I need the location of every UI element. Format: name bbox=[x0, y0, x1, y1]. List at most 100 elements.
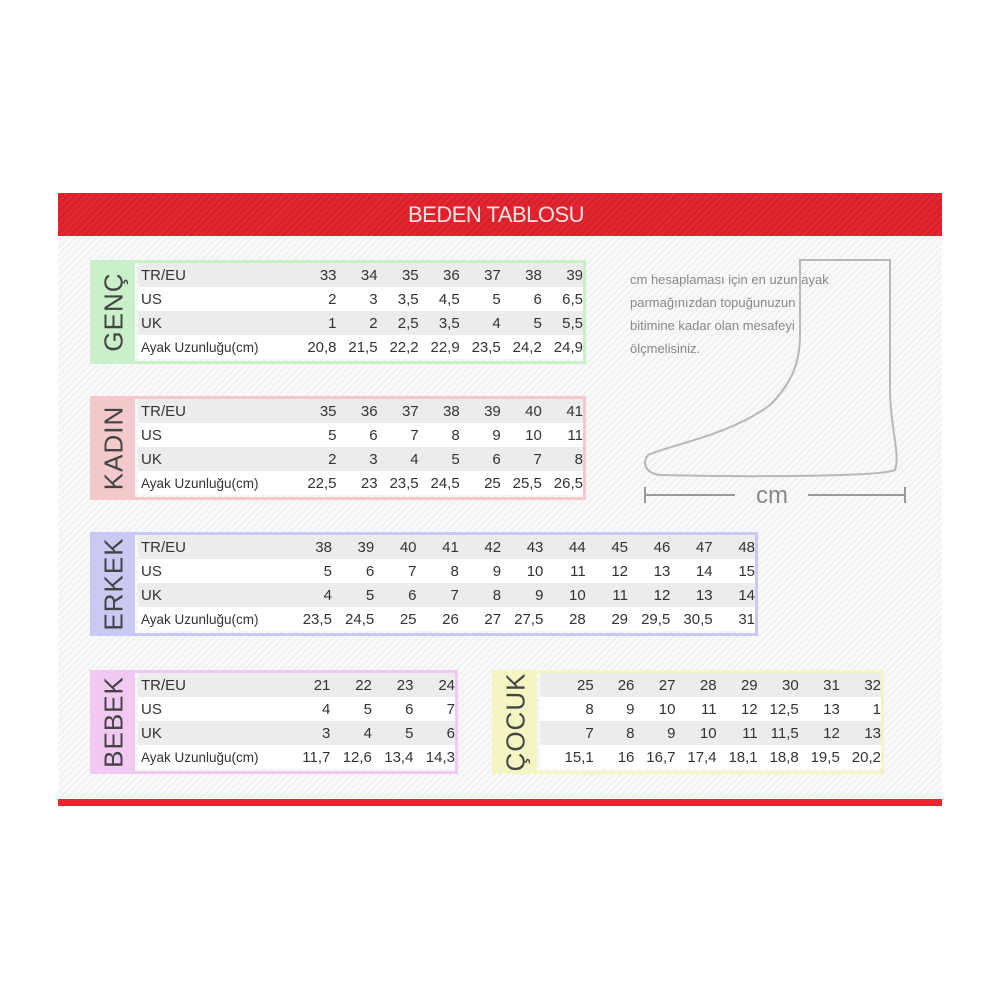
size-table-erkek: ERKEK TR/EU 38 39 40 41 42 43 44 45 46 47 48 US 5 6 7 8 9 1… bbox=[90, 532, 758, 636]
size-cell: 42 bbox=[484, 538, 502, 556]
size-cell: 11,7 bbox=[302, 748, 331, 766]
row-label: UK bbox=[141, 314, 162, 332]
size-cell: 23 bbox=[396, 676, 414, 694]
footer-bar bbox=[58, 799, 942, 806]
table-category-label: ÇOCUK bbox=[500, 672, 531, 772]
size-cell: 28 bbox=[699, 676, 717, 694]
size-cell: 7 bbox=[450, 586, 459, 604]
size-cell: 13 bbox=[864, 724, 881, 742]
size-cell: 23 bbox=[360, 474, 378, 492]
size-cell: 1 bbox=[328, 314, 337, 332]
row-label: US bbox=[141, 290, 162, 308]
table-row: TR/EU 33 34 35 36 37 38 39 bbox=[138, 263, 583, 287]
table-row: 25 26 27 28 29 30 31 32 bbox=[540, 673, 881, 697]
size-cell: 4 bbox=[322, 700, 331, 718]
size-cell: 5 bbox=[492, 290, 501, 308]
size-cell: 13 bbox=[653, 562, 671, 580]
size-cell: 11 bbox=[567, 426, 583, 444]
measurement-note: cm hesaplaması için en uzun ayak parmağı… bbox=[630, 272, 829, 356]
size-cell: 25 bbox=[484, 474, 501, 492]
size-cell: 7 bbox=[408, 562, 417, 580]
size-cell: 4 bbox=[363, 724, 372, 742]
size-cell: 18,8 bbox=[769, 748, 799, 766]
size-cell: 27,5 bbox=[514, 610, 544, 628]
size-grid: TR/EU 21 22 23 24 US 4 5 6 7 UK 3 4 5 6 Ayak Uzunluğu(c… bbox=[138, 673, 455, 769]
size-cell: 11,5 bbox=[770, 724, 799, 742]
size-cell: 20,2 bbox=[851, 748, 881, 766]
size-cell: 14,3 bbox=[425, 748, 455, 766]
size-cell: 1 bbox=[872, 700, 881, 718]
size-cell: 20,8 bbox=[307, 338, 337, 356]
size-cell: 22,2 bbox=[389, 338, 419, 356]
row-label: UK bbox=[141, 586, 162, 604]
size-cell: 17,4 bbox=[687, 748, 717, 766]
table-row: US 2 3 3,5 4,5 5 6 6,5 bbox=[138, 287, 583, 311]
size-cell: 5 bbox=[533, 314, 542, 332]
size-cell: 24,2 bbox=[512, 338, 542, 356]
table-row: TR/EU 35 36 37 38 39 40 41 bbox=[138, 399, 583, 423]
row-label: Ayak Uzunluğu(cm) bbox=[141, 475, 259, 491]
size-cell: 22,9 bbox=[430, 338, 460, 356]
table-category-label: KADIN bbox=[98, 405, 129, 491]
size-cell: 5 bbox=[323, 562, 332, 580]
size-cell: 25 bbox=[399, 610, 417, 628]
row-label: TR/EU bbox=[141, 676, 186, 694]
row-label bbox=[540, 721, 553, 745]
table-row: 15,1 16 16,7 17,4 18,1 18,8 19,5 20,2 bbox=[540, 745, 881, 769]
foot-measure-icon: cm bbox=[644, 259, 906, 509]
size-cell: 25,5 bbox=[512, 474, 542, 492]
row-label: US bbox=[141, 426, 162, 444]
size-cell: 47 bbox=[695, 538, 713, 556]
size-cell: 29 bbox=[740, 676, 758, 694]
size-cell: 2 bbox=[328, 290, 337, 308]
size-cell: 7 bbox=[446, 700, 455, 718]
size-cell: 21,5 bbox=[348, 338, 378, 356]
size-cell: 26 bbox=[442, 610, 459, 628]
size-cell: 12,6 bbox=[342, 748, 372, 766]
size-cell: 12,5 bbox=[769, 700, 799, 718]
size-cell: 19,5 bbox=[810, 748, 840, 766]
size-cell: 11 bbox=[570, 562, 586, 580]
size-cell: 5 bbox=[328, 426, 337, 444]
size-table-bebek: BEBEK TR/EU 21 22 23 24 US 4 5 6 7 UK 3 4 5 6 Ayak Uzunl… bbox=[90, 670, 458, 774]
size-cell: 13,4 bbox=[384, 748, 414, 766]
size-cell: 26 bbox=[617, 676, 635, 694]
size-cell: 5,5 bbox=[562, 314, 583, 332]
size-grid: 25 26 27 28 29 30 31 32 8 9 10 11 12 12,5 13 1 7 8 9 10 11 11… bbox=[540, 673, 881, 769]
row-label: Ayak Uzunluğu(cm) bbox=[141, 611, 259, 627]
size-cell: 10 bbox=[658, 700, 676, 718]
size-cell: 6 bbox=[533, 290, 542, 308]
size-cell: 23,5 bbox=[302, 610, 332, 628]
size-cell: 14 bbox=[695, 562, 713, 580]
size-cell: 4,5 bbox=[438, 290, 460, 308]
size-table-kadin: KADIN TR/EU 35 36 37 38 39 40 41 US 5 6 7 8 9 10 11 UK 2 3 4… bbox=[90, 396, 586, 500]
table-row: TR/EU 38 39 40 41 42 43 44 45 46 47 48 bbox=[138, 535, 755, 559]
size-cell: 10 bbox=[569, 586, 586, 604]
table-side-label: KADIN bbox=[93, 399, 135, 497]
size-cell: 14 bbox=[738, 586, 755, 604]
size-cell: 6 bbox=[408, 586, 417, 604]
size-cell: 3,5 bbox=[438, 314, 460, 332]
size-cell: 44 bbox=[569, 538, 586, 556]
table-row: UK 3 4 5 6 bbox=[138, 721, 455, 745]
row-label: TR/EU bbox=[141, 266, 186, 284]
size-cell: 40 bbox=[525, 402, 542, 420]
row-label: Ayak Uzunluğu(cm) bbox=[141, 749, 259, 765]
size-cell: 2,5 bbox=[397, 314, 419, 332]
size-cell: 9 bbox=[535, 586, 544, 604]
size-cell: 30 bbox=[782, 676, 799, 694]
size-cell: 22 bbox=[355, 676, 372, 694]
size-cell: 3 bbox=[369, 290, 378, 308]
size-cell: 5 bbox=[363, 700, 372, 718]
size-cell: 38 bbox=[443, 402, 460, 420]
size-cell: 26,5 bbox=[553, 474, 583, 492]
size-cell: 8 bbox=[450, 562, 459, 580]
size-cell: 8 bbox=[585, 700, 594, 718]
size-cell: 9 bbox=[626, 700, 635, 718]
foot-cm-label: cm bbox=[756, 482, 788, 509]
size-cell: 45 bbox=[611, 538, 628, 556]
table-row: UK 4 5 6 7 8 9 10 11 12 13 14 bbox=[138, 583, 755, 607]
size-cell: 24,5 bbox=[430, 474, 460, 492]
size-cell: 12 bbox=[740, 700, 758, 718]
size-cell: 9 bbox=[492, 426, 501, 444]
